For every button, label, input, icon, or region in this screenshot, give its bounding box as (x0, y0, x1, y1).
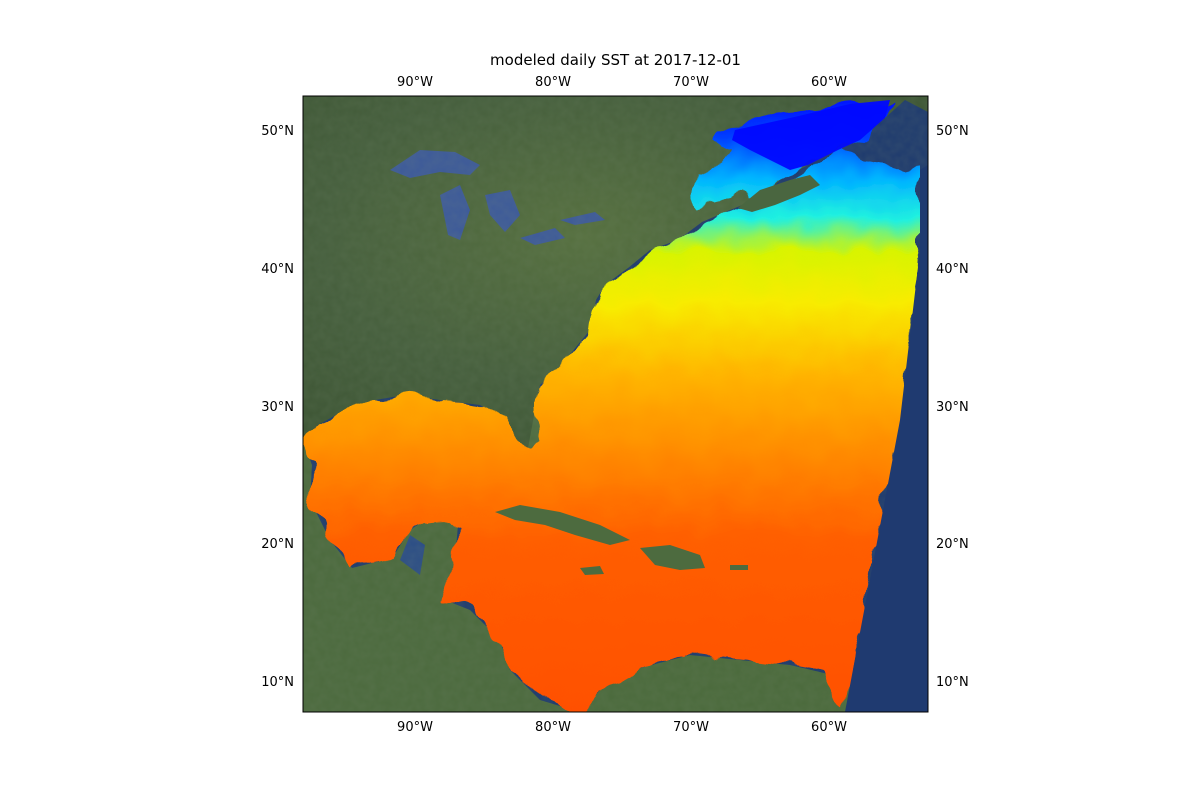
sst-field (303, 100, 920, 712)
jamaica-island (580, 566, 604, 575)
axis-ticks: 90°W 90°W 80°W 80°W 70°W 70°W 60°W 60°W 50°N 50°N… (261, 75, 969, 735)
lat-tick-label-left: 30°N (261, 400, 294, 415)
lat-tick-label-right: 10°N (936, 675, 969, 690)
lat-tick-label-right: 30°N (936, 400, 969, 415)
lon-tick-label-bottom: 70°W (673, 720, 709, 735)
puerto-rico-island (730, 565, 748, 570)
cuba-island (495, 505, 630, 545)
hispaniola-island (640, 545, 705, 570)
open-atlantic-basemap (845, 165, 928, 712)
lat-tick-label-left: 40°N (261, 262, 294, 277)
lon-tick-label-top: 60°W (811, 75, 847, 90)
lon-tick-label-bottom: 90°W (397, 720, 433, 735)
lat-tick-label-left: 50°N (261, 124, 294, 139)
lat-tick-label-right: 20°N (936, 537, 969, 552)
map-title: modeled daily SST at 2017-12-01 (490, 51, 741, 69)
lat-tick-label-right: 50°N (936, 124, 969, 139)
lon-tick-label-bottom: 60°W (811, 720, 847, 735)
gulf-of-st-lawrence-cold-water (732, 100, 890, 170)
lon-tick-label-top: 90°W (397, 75, 433, 90)
lat-tick-label-left: 20°N (261, 537, 294, 552)
lon-tick-label-bottom: 80°W (535, 720, 571, 735)
lon-tick-label-top: 80°W (535, 75, 571, 90)
nova-scotia-land (738, 175, 820, 212)
map-frame (302, 95, 929, 713)
lon-tick-label-top: 70°W (673, 75, 709, 90)
lat-tick-label-left: 10°N (261, 675, 294, 690)
lat-tick-label-right: 40°N (936, 262, 969, 277)
